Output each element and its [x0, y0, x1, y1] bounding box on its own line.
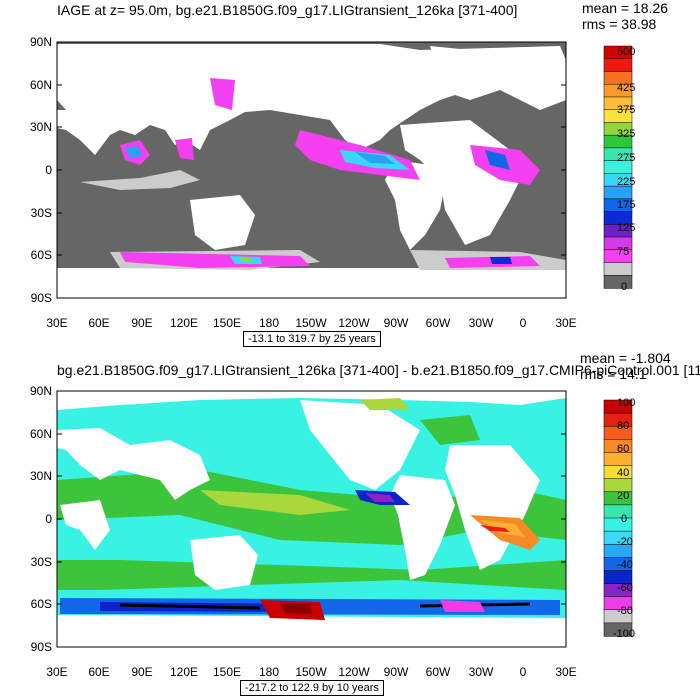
- panel1-lat-label-6: 90S: [30, 291, 52, 305]
- panel2-cb-label-2: 60: [617, 443, 630, 455]
- panel2-ticks: [57, 390, 566, 605]
- panel1-ticks: [57, 41, 566, 256]
- panel2-lon-label-4: 150E: [212, 665, 242, 679]
- panel1-lat-label-4: 30S: [30, 206, 52, 220]
- panel2-lon-label-8: 90W: [383, 665, 409, 679]
- panel1-colorbar-swatch-18: [603, 275, 633, 289]
- panel2-lat-label-3: 0: [45, 512, 52, 526]
- panel2-cb-label-4: 20: [617, 490, 630, 502]
- panel2-lat-label-5: 60S: [30, 597, 52, 611]
- panel2-map: [56, 390, 567, 648]
- panel1-colorbar: [603, 45, 633, 289]
- panel1-lat-label-0: 90N: [29, 35, 52, 49]
- panel1-map: [56, 41, 567, 299]
- panel1-lon-label-4: 150E: [212, 316, 242, 330]
- panel2-lon-label-11: 0: [519, 665, 527, 679]
- panel1-cb-label-5: 225: [617, 176, 636, 188]
- panel1-continents: [57, 44, 566, 298]
- panel2-lat-label-4: 30S: [30, 555, 52, 569]
- panel1-cb-label-3: 325: [617, 128, 636, 140]
- panel1-lat-label-2: 30N: [29, 120, 52, 134]
- panel1-lon-label-11: 0: [519, 316, 527, 330]
- panel2-mean: mean = -1.804: [580, 350, 671, 366]
- panel2-range-label: -217.2 to 122.9 by 10 years: [240, 680, 384, 696]
- panel2-lat-label-0: 90N: [29, 384, 52, 398]
- panel1-lon-label-0: 30E: [46, 316, 68, 330]
- panel1-lon-label-1: 60E: [88, 316, 110, 330]
- panel2-cb-label-5: 0: [621, 513, 628, 525]
- panel1-lon-label-8: 90W: [383, 316, 409, 330]
- panel2-cb-label-0: 100: [617, 397, 636, 409]
- panel1-cb-label-9: 0: [621, 281, 628, 293]
- panel2-lon-label-12: 30E: [555, 665, 577, 679]
- panel2-continents: [57, 391, 566, 647]
- panel2-colorbar-swatch-17: [603, 622, 633, 637]
- panel1-cb-label-7: 125: [617, 222, 636, 234]
- panel1-cb-label-0: 500: [617, 46, 636, 58]
- panel2-cb-label-10: -100: [613, 628, 636, 640]
- panel1-lon-label-3: 120E: [169, 316, 199, 330]
- panel1-lat-label-5: 60S: [30, 248, 52, 262]
- panel1-lon-label-10: 30W: [468, 316, 494, 330]
- panel2-lon-label-0: 30E: [46, 665, 68, 679]
- panel2-lat-label-6: 90S: [30, 640, 52, 654]
- panel1-cb-label-2: 375: [617, 104, 636, 116]
- panel1-lon-label-6: 150W: [295, 316, 327, 330]
- panel2-cb-label-7: -40: [617, 559, 633, 571]
- panel2-colorbar: [603, 399, 633, 637]
- panel1-lon-label-9: 60W: [425, 316, 451, 330]
- panel2-cb-label-1: 80: [617, 420, 630, 432]
- panel1-cb-label-8: 75: [617, 246, 630, 258]
- panel2-lon-label-5: 180: [258, 665, 280, 679]
- panel2-lon-label-6: 150W: [295, 665, 327, 679]
- panel2-lat-label-2: 30N: [29, 469, 52, 483]
- panel2-rms: rms = 14.1: [580, 366, 647, 382]
- panel2-lon-label-2: 90E: [131, 665, 153, 679]
- panel1-cb-label-4: 275: [617, 152, 636, 164]
- panel2-cb-label-8: -60: [617, 582, 633, 594]
- panel1-colorbar-swatch-1: [603, 58, 633, 73]
- panel1-lon-label-2: 90E: [131, 316, 153, 330]
- panel2-lat-label-1: 60N: [29, 427, 52, 441]
- panel1-mean: mean = 18.26: [582, 0, 669, 16]
- panel2-colorbar-swatch-8: [603, 504, 633, 519]
- panel2-lon-label-1: 60E: [88, 665, 110, 679]
- panel1-title: IAGE at z= 95.0m, bg.e21.B1850G.f09_g17.…: [57, 2, 518, 18]
- panel1-lon-label-12: 30E: [555, 316, 577, 330]
- panel1-lon-label-5: 180: [258, 316, 280, 330]
- panel2-lon-label-7: 120W: [338, 665, 370, 679]
- panel1-lat-label-3: 0: [45, 163, 52, 177]
- panel1-colorbar-swatch-11: [603, 185, 633, 200]
- panel2-lon-label-9: 60W: [425, 665, 451, 679]
- panel2-lon-label-10: 30W: [468, 665, 494, 679]
- panel2-lon-label-3: 120E: [169, 665, 199, 679]
- panel1-colorbar-swatch-17: [603, 262, 633, 276]
- panel1-cb-label-6: 175: [617, 199, 636, 211]
- panel1-rms: rms = 38.98: [582, 16, 657, 32]
- panel1-cb-label-1: 425: [617, 82, 636, 94]
- panel2-cb-label-3: 40: [617, 467, 630, 479]
- panel2-cb-label-6: -20: [617, 536, 633, 548]
- panel1-lat-label-1: 60N: [29, 78, 52, 92]
- panel2-colorbar-swatch-9: [603, 517, 633, 532]
- panel1-lon-label-7: 120W: [338, 316, 370, 330]
- panel2-title: bg.e21.B1850G.f09_g17.LIGtransient_126ka…: [57, 362, 700, 378]
- panel1-range-label: -13.1 to 319.7 by 25 years: [243, 331, 381, 347]
- panel2-cb-label-9: -80: [617, 605, 633, 617]
